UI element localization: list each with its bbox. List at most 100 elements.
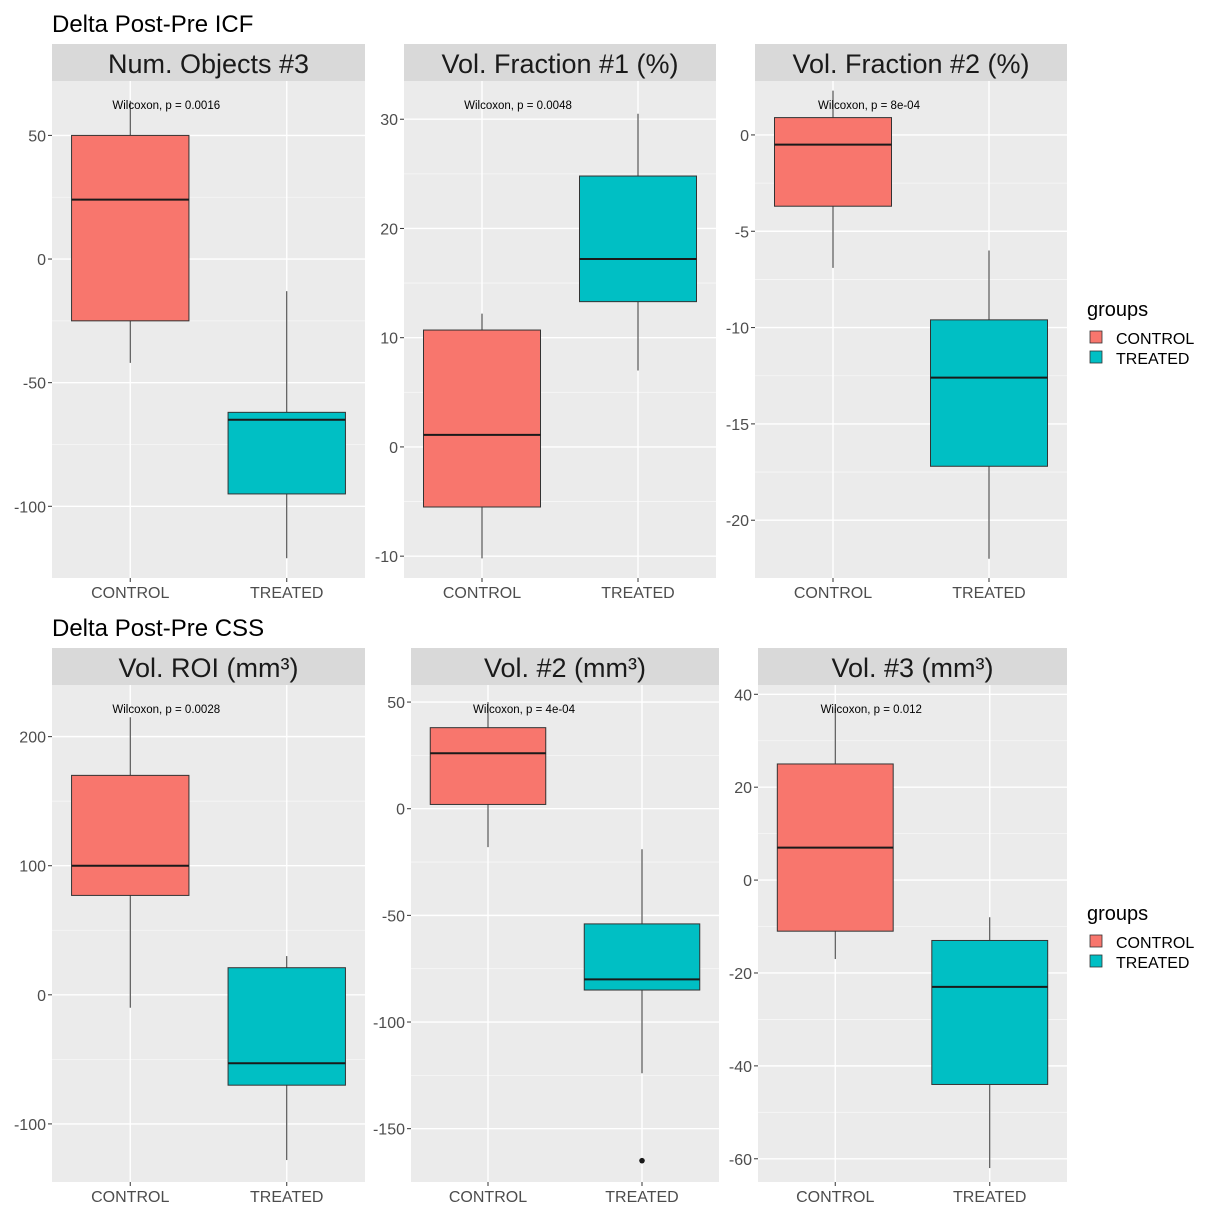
y-tick-label: 0 [743, 873, 752, 890]
y-tick-label: 50 [28, 128, 46, 145]
box-control [71, 717, 190, 1008]
box-control [774, 90, 892, 268]
x-tick-label: CONTROL [794, 585, 872, 602]
y-tick-label: -5 [735, 224, 749, 241]
panel-4: -100 0 100 200 Vol. ROI (mm³) Wilcoxon, p = 0… [14, 648, 365, 1206]
box-control [429, 702, 547, 848]
box-iqr [227, 967, 346, 1086]
legend-label-control: CONTROL [1116, 935, 1194, 952]
facet-title: Num. Objects #3 [108, 49, 309, 79]
facet-strip [758, 648, 1067, 685]
box-iqr [71, 134, 190, 322]
box-control [776, 708, 894, 960]
y-tick-label: 40 [734, 687, 752, 704]
box-iqr [931, 939, 1049, 1085]
y-tick-label: -50 [23, 376, 46, 393]
y-tick-label: -100 [14, 1117, 46, 1134]
legend-title: groups [1087, 299, 1148, 321]
box-treated [227, 291, 346, 559]
y-tick-label: -10 [726, 321, 749, 338]
y-tick-label: -20 [726, 513, 749, 530]
box-iqr [423, 329, 541, 508]
legend-label-treated: TREATED [1116, 955, 1189, 972]
legend-label-control: CONTROL [1116, 331, 1194, 348]
legend-key-treated [1089, 350, 1103, 364]
panel-1: -100 -50 0 50 Num. Objects #3 Wilcoxon, p = 0… [14, 44, 365, 602]
y-tick-label: -50 [382, 908, 405, 925]
y-tick-label: 30 [380, 112, 398, 129]
y-tick-label: -100 [14, 499, 46, 516]
facet-title: Vol. Fraction #2 (%) [792, 49, 1029, 79]
y-tick-label: -100 [373, 1015, 405, 1032]
box-treated [579, 113, 697, 371]
panel-6: -60 -40 -20 0 20 40 Vol. #3 (mm³) Wilcoxon, p =… [729, 648, 1067, 1206]
section-title-icf: Delta Post-Pre ICF [52, 11, 253, 38]
x-tick-label: CONTROL [443, 585, 521, 602]
wilcoxon-annotation: Wilcoxon, p = 0.012 [821, 704, 922, 716]
y-tick-label: 10 [380, 331, 398, 348]
y-tick-label: 50 [387, 695, 405, 712]
legend-bottom: groups CONTROL TREATED [1087, 903, 1194, 972]
x-tick-label: CONTROL [91, 585, 169, 602]
plot-background [52, 685, 365, 1182]
facet-strip [52, 648, 365, 685]
box-treated [583, 849, 701, 1164]
legend-label-treated: TREATED [1116, 351, 1189, 368]
y-tick-label: -10 [375, 549, 398, 566]
wilcoxon-annotation: Wilcoxon, p = 0.0028 [112, 704, 220, 716]
panel-3: -20 -15 -10 -5 0 Vol. Fraction #2 (%) Wilcoxon… [726, 44, 1067, 602]
panel-2: -10 0 10 20 30 Vol. Fraction #1 (%) Wilcoxon, … [375, 44, 716, 602]
x-tick-label: CONTROL [796, 1189, 874, 1206]
wilcoxon-annotation: Wilcoxon, p = 4e-04 [473, 704, 576, 716]
y-tick-label: -40 [729, 1059, 752, 1076]
wilcoxon-annotation: Wilcoxon, p = 8e-04 [818, 100, 921, 112]
y-tick-label: -150 [373, 1122, 405, 1139]
y-tick-label: 0 [396, 802, 405, 819]
legend-top: groups CONTROL TREATED [1087, 299, 1194, 368]
x-tick-label: CONTROL [91, 1189, 169, 1206]
box-iqr [930, 319, 1048, 467]
legend-title: groups [1087, 903, 1148, 925]
wilcoxon-annotation: Wilcoxon, p = 0.0016 [112, 100, 220, 112]
wilcoxon-annotation: Wilcoxon, p = 0.0048 [464, 100, 572, 112]
box-treated [931, 917, 1049, 1169]
outlier-point [639, 1157, 645, 1164]
x-tick-label: TREATED [250, 585, 323, 602]
y-tick-label: 100 [19, 859, 46, 876]
plot-background [758, 685, 1067, 1182]
legend-key-treated [1089, 954, 1103, 968]
x-tick-label: TREATED [250, 1189, 323, 1206]
y-tick-label: -20 [729, 966, 752, 983]
facet-strip [52, 44, 365, 81]
y-tick-label: 0 [740, 128, 749, 145]
box-treated [227, 956, 346, 1161]
box-iqr [227, 411, 346, 495]
box-control [423, 313, 541, 559]
box-control [71, 100, 190, 363]
x-tick-label: TREATED [952, 585, 1025, 602]
facet-strip [755, 44, 1067, 81]
legend-key-control [1089, 934, 1103, 948]
facet-strip [404, 44, 716, 81]
box-iqr [579, 175, 697, 303]
x-tick-label: CONTROL [449, 1189, 527, 1206]
section-title-css: Delta Post-Pre CSS [52, 615, 264, 642]
x-tick-label: TREATED [605, 1189, 678, 1206]
x-tick-label: TREATED [601, 585, 674, 602]
facet-strip [411, 648, 719, 685]
facet-title: Vol. #3 (mm³) [831, 653, 993, 683]
box-iqr [774, 117, 892, 207]
y-tick-label: 200 [19, 730, 46, 747]
y-tick-label: -60 [729, 1152, 752, 1169]
y-tick-label: 0 [37, 252, 46, 269]
box-iqr [71, 774, 190, 896]
y-tick-label: -15 [726, 417, 749, 434]
y-tick-label: 0 [37, 988, 46, 1005]
y-tick-label: 20 [734, 780, 752, 797]
legend-key-control [1089, 330, 1103, 344]
facet-title: Vol. ROI (mm³) [119, 653, 299, 683]
y-tick-label: 0 [389, 440, 398, 457]
